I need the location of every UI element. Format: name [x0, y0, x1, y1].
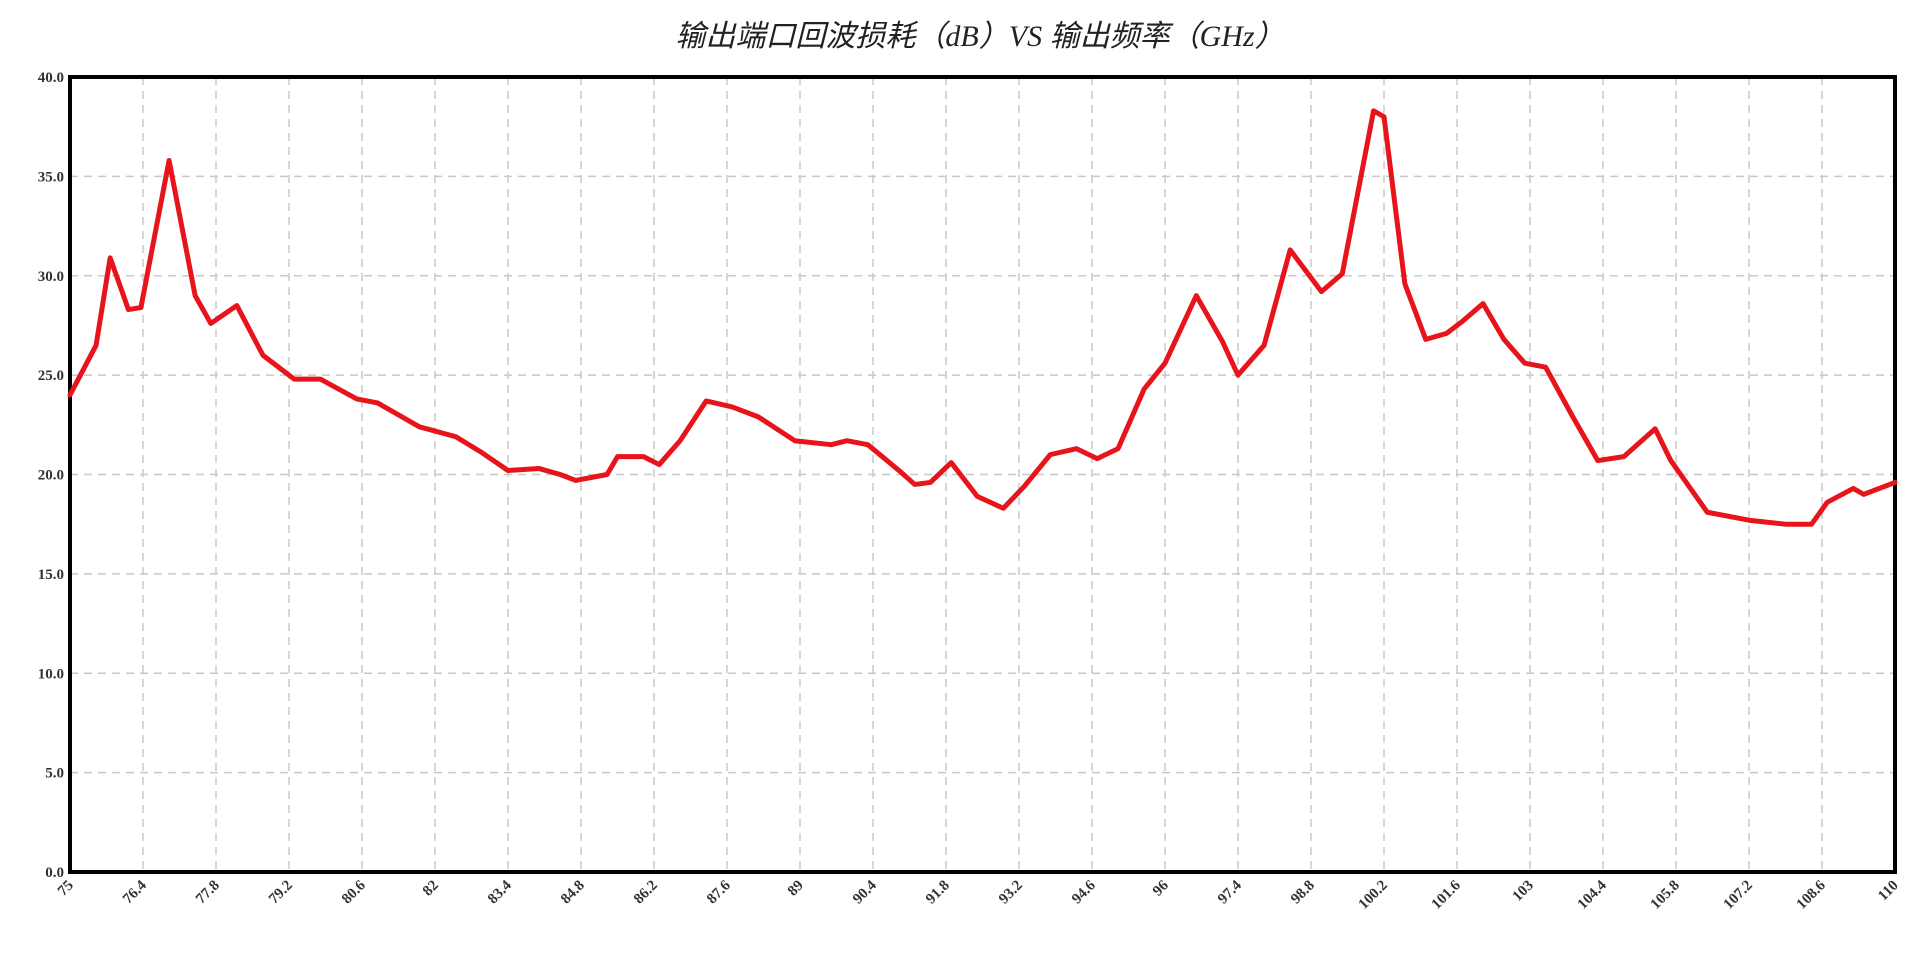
- x-tick-label: 105.8: [1648, 878, 1683, 913]
- x-tick-label: 110: [1875, 878, 1902, 905]
- y-tick-label: 10.0: [38, 666, 64, 682]
- x-tick-label: 93.2: [996, 878, 1026, 908]
- x-tick-label: 101.6: [1429, 877, 1465, 913]
- x-tick-label: 107.2: [1721, 878, 1756, 913]
- x-tick-label: 90.4: [850, 877, 880, 907]
- y-tick-label: 40.0: [38, 70, 64, 86]
- x-tick-label: 83.4: [485, 877, 515, 907]
- x-tick-label: 87.6: [704, 877, 734, 907]
- y-tick-label: 5.0: [45, 766, 64, 782]
- x-tick-label: 79.2: [266, 878, 296, 908]
- x-tick-label: 77.8: [193, 878, 223, 908]
- x-tick-label: 84.8: [558, 878, 588, 908]
- y-tick-label: 0.0: [45, 865, 64, 881]
- y-tick-label: 25.0: [38, 368, 64, 384]
- y-tick-label: 15.0: [38, 567, 64, 583]
- y-tick-label: 30.0: [38, 269, 64, 285]
- chart-title: 输出端口回波损耗（dB）VS 输出频率（GHz）: [675, 20, 1284, 53]
- x-tick-label: 100.2: [1356, 878, 1391, 913]
- x-tick-label: 80.6: [339, 877, 369, 907]
- y-tick-label: 20.0: [38, 468, 64, 484]
- x-tick-label: 108.6: [1794, 877, 1830, 913]
- x-tick-label: 98.8: [1288, 878, 1318, 908]
- x-tick-label: 103: [1510, 878, 1537, 905]
- x-tick-label: 97.4: [1215, 877, 1245, 907]
- x-tick-label: 86.2: [631, 878, 661, 908]
- x-tick-label: 76.4: [120, 877, 150, 907]
- data-line: [67, 108, 1898, 527]
- x-tick-label: 104.4: [1575, 877, 1611, 913]
- plot-border: [68, 75, 1897, 874]
- x-tick-label: 91.8: [923, 878, 953, 908]
- x-tick-label: 96: [1150, 877, 1172, 899]
- x-tick-label: 94.6: [1069, 877, 1099, 907]
- y-tick-label: 35.0: [38, 169, 64, 185]
- x-tick-label: 82: [420, 878, 442, 900]
- x-tick-label: 89: [785, 878, 807, 900]
